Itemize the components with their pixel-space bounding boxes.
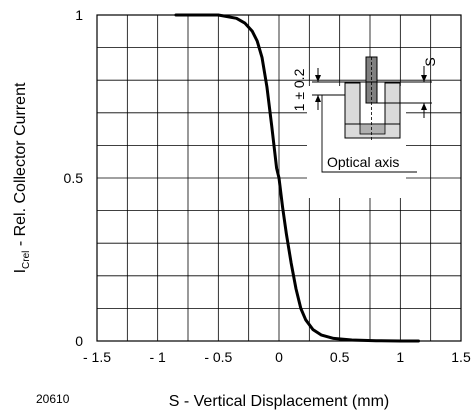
x-tick-label: 1 [396, 349, 404, 365]
y-tick-label: 0 [75, 333, 83, 349]
x-tick-label: - 1 [149, 349, 166, 365]
plot-frame [96, 14, 462, 342]
x-tick-labels: - 1.5 - 1 - 0.5 0 0.5 1 1.5 [83, 349, 471, 365]
dimension-label: 1 ± 0.2 [291, 68, 307, 111]
y-tick-label: 0.5 [64, 170, 84, 186]
x-tick-label: 0 [275, 349, 283, 365]
optical-axis-label: Optical axis [327, 154, 399, 170]
inset-diagram: 1 ± 0.2 S Optical axis [291, 56, 438, 198]
y-axis-label-sub: Crel [21, 251, 32, 269]
x-tick-label: - 1.5 [83, 349, 111, 365]
y-axis-label-rest: - Rel. Collector Current [12, 82, 29, 251]
y-tick-label: 1 [75, 7, 83, 23]
x-axis-label: S - Vertical Displacement (mm) [169, 393, 390, 410]
s-label: S [422, 57, 438, 66]
optical-element [359, 123, 386, 135]
y-axis-label: ICrel - Rel. Collector Current [12, 82, 32, 273]
figure-id: 20610 [36, 392, 70, 406]
x-tick-label: 1.5 [451, 349, 471, 365]
y-axis-label-main: I [12, 269, 29, 273]
y-tick-labels: 00.51 [64, 7, 84, 349]
x-tick-label: 0.5 [330, 349, 350, 365]
x-tick-label: - 0.5 [204, 349, 232, 365]
response-curve [174, 13, 420, 343]
curve-layer [174, 13, 420, 343]
